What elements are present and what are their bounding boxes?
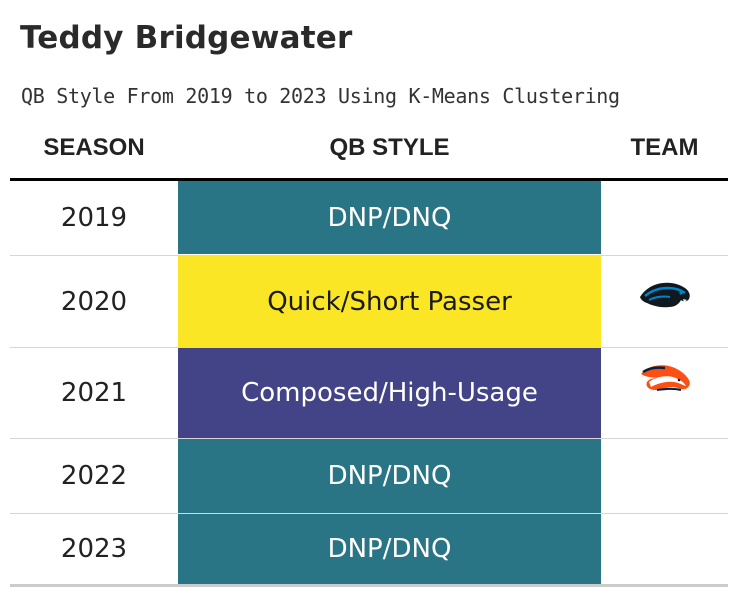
qb-style-cell: DNP/DNQ [178,439,601,513]
qb-style-cell: DNP/DNQ [178,514,601,584]
column-header-season: SEASON [43,134,145,161]
column-header-qb-style: QB STYLE [329,134,450,161]
row-divider [10,513,728,514]
table-row: 2023 DNP/DNQ [10,514,728,584]
qb-style-cell: Composed/High-Usage [178,348,601,438]
team-cell [601,348,728,438]
qb-style-cell: DNP/DNQ [178,181,601,254]
page-subtitle: QB Style From 2019 to 2023 Using K-Means… [21,84,620,108]
season-cell: 2020 [60,286,128,317]
broncos-logo-icon [640,365,690,391]
page-title: Teddy Bridgewater [20,20,353,56]
season-cell: 2019 [60,202,128,233]
table-row: 2021 Composed/High-Usage [10,348,728,438]
table-bottom-border [10,584,728,587]
table-row: 2019 DNP/DNQ [10,181,728,254]
header-divider [10,178,728,181]
team-cell [601,256,728,347]
table-row: 2022 DNP/DNQ [10,439,728,513]
row-divider [10,255,728,256]
qb-style-cell: Quick/Short Passer [178,256,601,347]
team-cell [601,181,728,254]
season-cell: 2021 [60,378,128,408]
column-header-team: TEAM [630,134,699,161]
season-cell: 2022 [60,461,128,491]
season-cell: 2023 [60,534,128,564]
table-row: 2020 Quick/Short Passer [10,256,728,347]
row-divider [10,347,728,348]
row-divider [10,438,728,439]
team-cell [601,514,728,584]
panthers-logo-icon [639,282,690,307]
team-cell [601,439,728,513]
